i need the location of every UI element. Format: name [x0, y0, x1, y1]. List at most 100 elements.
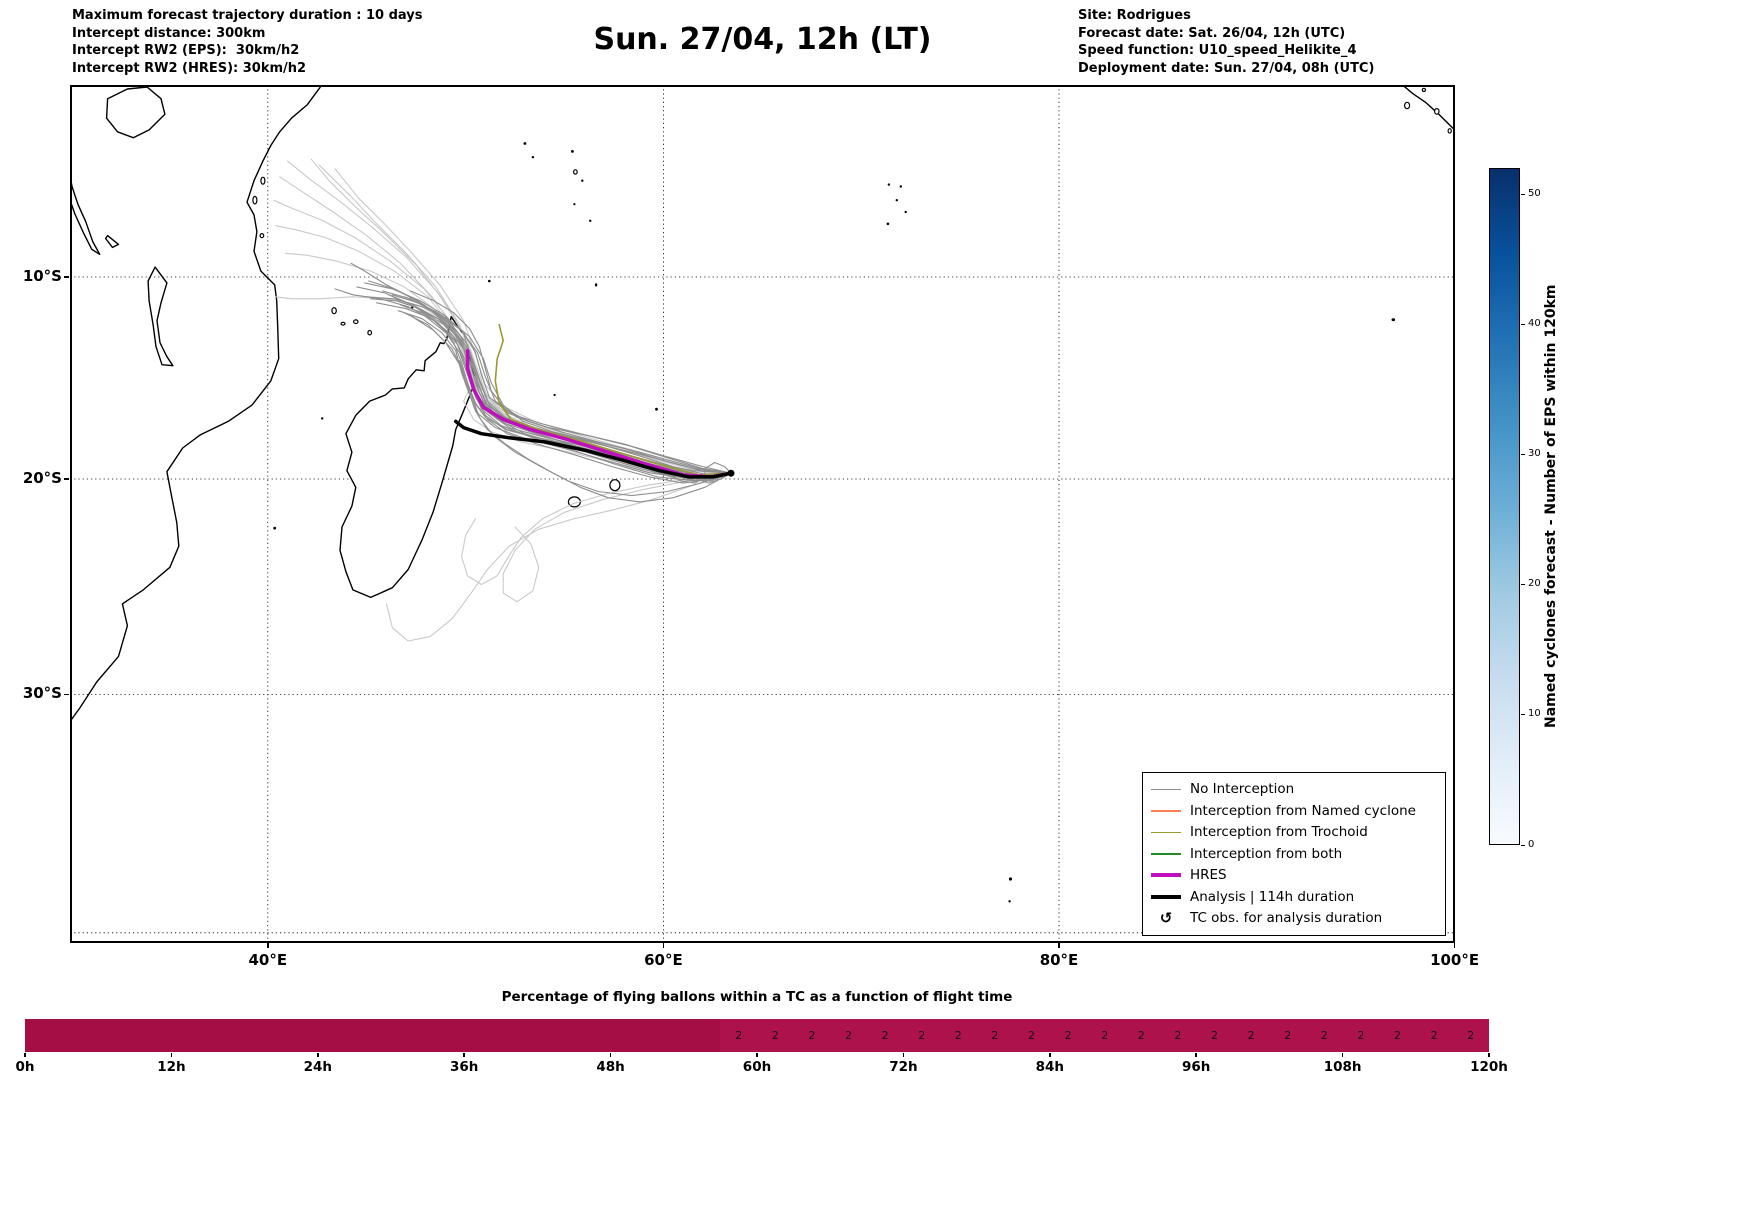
st-paul-island	[1008, 900, 1011, 903]
legend-label: TC obs. for analysis duration	[1190, 910, 1383, 927]
colorbar-tick-label: 0	[1528, 838, 1535, 850]
intercept-distance-text: Intercept distance: 300km	[72, 25, 266, 41]
zanzibar-island	[252, 195, 258, 205]
tc-obs-marker	[727, 469, 735, 477]
bar-axis-tick-label: 96h	[1181, 1059, 1211, 1075]
chagos-4-island	[904, 210, 907, 214]
speed-function-text: Speed function: U10_speed_Helikite_4	[1078, 43, 1357, 58]
bar-axis-tick-mark	[463, 1053, 465, 1057]
chagos-1-island	[887, 183, 891, 186]
seychelles-4-island	[581, 179, 584, 182]
bar-axis-tick-mark	[902, 1053, 905, 1057]
colorbar-tick-mark	[1521, 453, 1525, 455]
bar-segment	[720, 1019, 1489, 1052]
islands	[252, 87, 1452, 903]
legend-line-sample	[1151, 853, 1181, 855]
bar-axis-tick-label: 120h	[1470, 1059, 1508, 1075]
trochoid-trajectories	[494, 323, 732, 476]
mafia-island	[259, 233, 265, 239]
ensemble-trajectory	[409, 290, 732, 474]
analysis-trajectories	[453, 419, 733, 479]
legend-line	[1151, 788, 1181, 790]
bar-value-label: 2	[1394, 1029, 1401, 1042]
nias-island	[1403, 101, 1411, 110]
site-info-block: Site: Rodrigues Forecast date: Sat. 26/0…	[1078, 7, 1374, 77]
analysis-trajectory	[453, 419, 733, 479]
bar-value-label: 2	[1284, 1029, 1292, 1042]
colorbar-tick-mark	[1521, 323, 1525, 325]
coastlines	[70, 85, 1455, 723]
trochoid-trajectory	[494, 323, 732, 476]
bar-value-label: 2	[954, 1029, 962, 1042]
bar-segment	[25, 1019, 721, 1052]
legend-row: Analysis | 114h duration	[1151, 886, 1437, 908]
site-text: Site: Rodrigues	[1078, 8, 1191, 23]
bar-value-label: 2	[1174, 1029, 1182, 1042]
trajectory-map: No Interception Interception from Named c…	[70, 85, 1455, 943]
bar-value-label: 2	[1357, 1029, 1365, 1042]
bar-axis-tick-mark	[1195, 1053, 1197, 1057]
bar-axis-tick-mark	[756, 1053, 758, 1057]
lon-tick-label: 40°E	[248, 951, 288, 969]
legend-line-sample	[1151, 831, 1181, 833]
farquhar-island	[488, 279, 491, 283]
ensemble-light-trajectory	[385, 472, 732, 642]
ensemble-trajectory	[403, 312, 732, 503]
bar-value-label: 2	[1028, 1029, 1035, 1042]
bar-axis-tick-mark	[609, 1053, 612, 1057]
europa-island	[273, 526, 277, 530]
bar-value-label: 2	[735, 1029, 743, 1042]
bar-value-label: 2	[1101, 1029, 1109, 1042]
amsterdam-island	[1008, 877, 1013, 881]
legend-row: ↺ TC obs. for analysis duration	[1151, 908, 1437, 930]
bar-value-label: 2	[1247, 1029, 1255, 1042]
bar-axis-tick-label: 60h	[742, 1059, 772, 1075]
bar-value-label: 2	[1320, 1029, 1328, 1042]
bar-value-label: 2	[1137, 1029, 1145, 1042]
bar-value-label: 2	[845, 1029, 852, 1042]
bar-value-label: 2	[1467, 1029, 1475, 1042]
bar-value-label: 2	[1430, 1029, 1438, 1042]
tromelin-island	[553, 393, 556, 397]
colorbar-tick-label: 30	[1528, 447, 1541, 459]
legend: No Interception Interception from Named c…	[1142, 771, 1446, 936]
bar-axis-tick-label: 108h	[1323, 1059, 1362, 1075]
bar-value-label: 2	[1211, 1029, 1218, 1042]
lat-tick-mark	[64, 693, 69, 696]
bar-value-label: 2	[918, 1029, 926, 1042]
bar-axis-tick-label: 84h	[1035, 1059, 1064, 1075]
tc-obs-rotate-icon: ↺	[1159, 909, 1173, 928]
mahe-island	[573, 169, 578, 175]
balloon-bar-title: Percentage of flying ballons within a TC…	[501, 989, 1013, 1005]
max-duration-text: Maximum forecast trajectory duration : 1…	[72, 8, 423, 23]
st-brandon-island	[655, 407, 658, 411]
map-border	[70, 85, 1455, 943]
colorbar-tick-label: 50	[1528, 187, 1541, 199]
legend-line-sample	[1151, 894, 1181, 899]
ensemble-trajectory	[370, 298, 732, 474]
mentawai-s-island	[1447, 128, 1452, 134]
deployment-date-text: Deployment date: Sun. 27/04, 08h (UTC)	[1078, 60, 1375, 76]
forecast-parameters-block: Maximum forecast trajectory duration : 1…	[72, 7, 423, 77]
ensemble-trajectory	[397, 310, 732, 480]
legend-label: No Interception	[1190, 781, 1295, 798]
madagascar-coastline	[339, 316, 476, 599]
platte-island	[573, 203, 576, 206]
legend-line	[1151, 853, 1181, 855]
batu-island	[1421, 87, 1427, 93]
legend-line	[1151, 894, 1181, 899]
legend-label: Interception from Trochoid	[1190, 824, 1368, 841]
colorbar-tick-mark	[1521, 193, 1525, 195]
lake-outline	[105, 86, 166, 139]
colorbar	[1489, 168, 1520, 845]
legend-line	[1151, 831, 1181, 833]
lat-tick-label: 20°S	[22, 468, 62, 487]
lon-tick-mark	[1058, 943, 1060, 948]
ensemble-light-trajectories	[273, 158, 732, 642]
legend-line-sample	[1151, 810, 1181, 812]
legend-label: Interception from both	[1190, 845, 1343, 862]
lat-tick-mark	[64, 276, 69, 278]
chagos-2-island	[899, 185, 902, 188]
ensemble-trajectory	[399, 304, 732, 484]
